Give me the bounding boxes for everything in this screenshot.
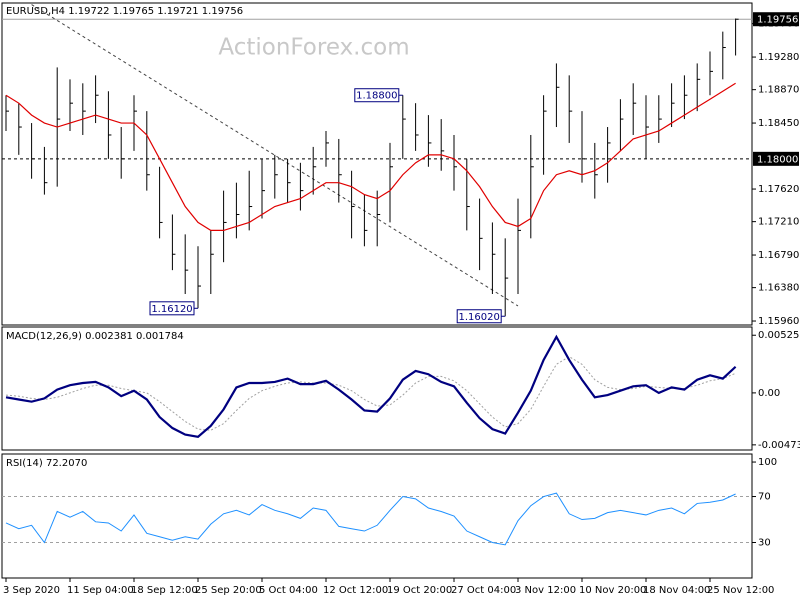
watermark: ActionForex.com bbox=[218, 35, 409, 61]
y-tick-label: 0.00525 bbox=[758, 330, 799, 341]
rsi-panel bbox=[1, 453, 753, 579]
x-tick-label: 25 Sep 20:00 bbox=[195, 585, 262, 596]
y-tick-label: 1.16380 bbox=[758, 283, 799, 294]
macd-title: MACD(12,26,9) 0.002381 0.001784 bbox=[6, 331, 184, 342]
price-label-box bbox=[753, 12, 799, 27]
x-tick-label: 3 Nov 12:00 bbox=[515, 585, 576, 596]
y-tick-label: 0.00 bbox=[758, 388, 780, 399]
x-tick-label: 11 Sep 04:00 bbox=[67, 585, 134, 596]
annotation-label: 1.16020 bbox=[459, 312, 500, 323]
price-label: 1.19756 bbox=[757, 15, 798, 26]
price-label: 1.18000 bbox=[757, 154, 798, 165]
x-tick-label: 12 Oct 12:00 bbox=[323, 585, 388, 596]
x-tick-label: 10 Nov 20:00 bbox=[579, 585, 646, 596]
rsi-title: RSI(14) 72.2070 bbox=[6, 458, 87, 469]
y-tick-label: 1.17620 bbox=[758, 184, 799, 195]
y-tick-label: -0.004732 bbox=[758, 440, 800, 451]
chart-title: EURUSD,H4 1.19722 1.19765 1.19721 1.1975… bbox=[6, 6, 243, 17]
annotation-label: 1.18800 bbox=[356, 91, 397, 102]
y-tick-label: 100 bbox=[758, 457, 777, 468]
series-line bbox=[5, 82, 736, 231]
x-tick-label: 18 Nov 04:00 bbox=[643, 585, 710, 596]
y-tick-label: 70 bbox=[758, 492, 771, 503]
y-tick-label: 1.15960 bbox=[758, 316, 799, 327]
x-tick-label: 3 Sep 2020 bbox=[3, 585, 60, 596]
x-tick-label: 25 Nov 12:00 bbox=[707, 585, 774, 596]
price-label-box bbox=[753, 151, 799, 166]
x-tick-label: 27 Oct 04:00 bbox=[451, 585, 516, 596]
y-tick-label: 1.19280 bbox=[758, 52, 799, 63]
trendline bbox=[31, 4, 519, 307]
y-tick-label: 1.18450 bbox=[758, 118, 799, 129]
y-tick-label: 1.18870 bbox=[758, 85, 799, 96]
x-tick-label: 18 Sep 12:00 bbox=[131, 585, 198, 596]
y-tick-label: 1.17210 bbox=[758, 217, 799, 228]
y-tick-label: 1.16790 bbox=[758, 250, 799, 261]
series-line bbox=[5, 334, 737, 438]
x-tick-label: 19 Oct 20:00 bbox=[387, 585, 452, 596]
annotation-label: 1.16120 bbox=[151, 304, 192, 315]
y-tick-label: 30 bbox=[758, 538, 771, 549]
macd-panel bbox=[1, 326, 753, 451]
x-tick-label: 5 Oct 04:00 bbox=[259, 585, 318, 596]
price-panel bbox=[1, 2, 753, 326]
series-line bbox=[5, 356, 736, 431]
series-line bbox=[5, 492, 736, 546]
